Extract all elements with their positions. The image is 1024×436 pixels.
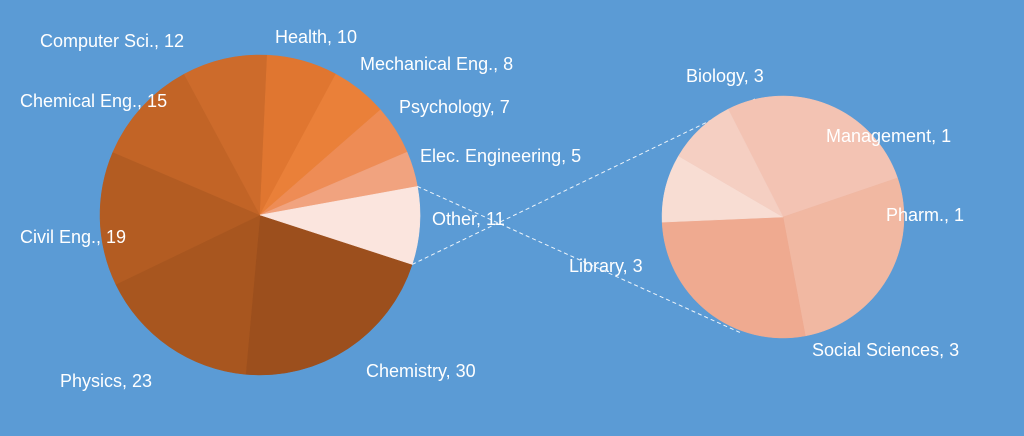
slice-management-1 — [678, 108, 784, 218]
data-label-psychology-7: Psychology, 7 — [399, 97, 510, 117]
data-label-health-10: Health, 10 — [275, 27, 357, 47]
data-label-library-3: Library, 3 — [569, 256, 643, 276]
slice-library-3 — [782, 177, 905, 337]
connector-top — [411, 98, 756, 265]
slice-civil-eng-19 — [99, 151, 261, 285]
slice-social-sciences-3 — [661, 216, 806, 339]
data-label-elec-engineering-5: Elec. Engineering, 5 — [420, 146, 581, 166]
slice-biology-3 — [727, 95, 898, 218]
data-label-computer-sci-12: Computer Sci., 12 — [40, 31, 184, 51]
data-label-pharm-1: Pharm., 1 — [886, 205, 964, 225]
data-label-social-sciences-3: Social Sciences, 3 — [812, 340, 959, 360]
main-pie — [99, 54, 421, 376]
slice-chemistry-30 — [245, 214, 413, 376]
data-label-chemical-eng-15: Chemical Eng., 15 — [20, 91, 167, 111]
data-label-other-11: Other, 11 — [432, 209, 505, 229]
data-label-biology-3: Biology, 3 — [686, 66, 764, 86]
data-label-civil-eng-19: Civil Eng., 19 — [20, 227, 126, 247]
breakout-pie — [661, 95, 905, 339]
data-label-chemistry-30: Chemistry, 30 — [366, 361, 476, 381]
data-label-physics-23: Physics, 23 — [60, 371, 152, 391]
connector-bottom — [417, 185, 742, 334]
data-label-management-1: Management, 1 — [826, 126, 951, 146]
breakout-connectors — [411, 98, 756, 334]
data-label-mechanical-eng-8: Mechanical Eng., 8 — [360, 54, 513, 74]
slice-chemical-eng-15 — [112, 73, 261, 216]
data-labels: Chemistry, 30 Physics, 23 Civil Eng., 19 Ch… — [20, 27, 964, 391]
slice-physics-23 — [115, 214, 261, 375]
slice-computer-sci-12 — [183, 54, 268, 216]
